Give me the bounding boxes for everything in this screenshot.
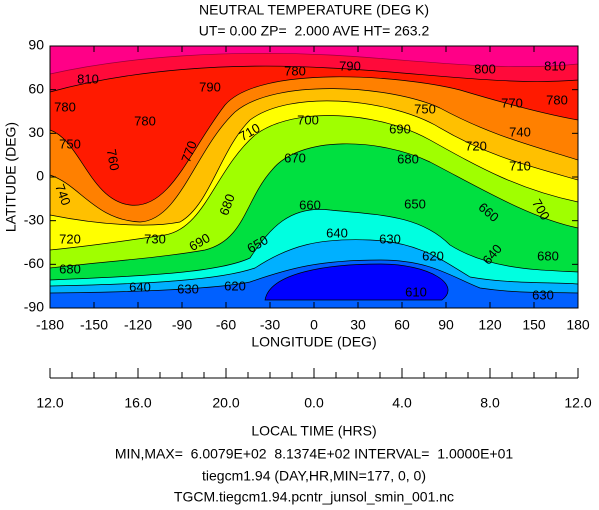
x-tick-label: -180 bbox=[36, 317, 64, 333]
contour-label: 620 bbox=[422, 248, 444, 263]
chart-subtitle: UT= 0.00 ZP= 2.000 AVE HT= 263.2 bbox=[199, 23, 430, 39]
contour-label: 630 bbox=[532, 287, 554, 302]
contour-label: 670 bbox=[284, 150, 306, 165]
local-time-label: LOCAL TIME (HRS) bbox=[251, 423, 376, 439]
x-tick-label: 30 bbox=[350, 317, 366, 333]
local-time-tick-label: 12.0 bbox=[36, 395, 63, 411]
contour-label: 610 bbox=[405, 284, 427, 299]
contour-label: 810 bbox=[544, 58, 566, 73]
contour-label: 710 bbox=[509, 158, 531, 173]
y-axis-label: LATITUDE (DEG) bbox=[3, 122, 19, 232]
contour-label: 700 bbox=[297, 112, 319, 127]
footer-line: TGCM.tiegcm1.94.pcntr_junsol_smin_001.nc bbox=[174, 489, 454, 505]
chart-title: NEUTRAL TEMPERATURE (DEG K) bbox=[199, 2, 429, 18]
contour-label: 810 bbox=[77, 71, 99, 86]
contour-label: 790 bbox=[339, 58, 361, 73]
contour-label: 680 bbox=[59, 261, 81, 276]
contour-label: 720 bbox=[59, 231, 81, 246]
contour-label: 750 bbox=[59, 136, 81, 151]
contour-label: 800 bbox=[474, 61, 496, 76]
contour-label: 780 bbox=[546, 92, 568, 107]
footer-line: MIN,MAX= 6.0079E+02 8.1374E+02 INTERVAL=… bbox=[115, 446, 514, 462]
x-tick-label: -30 bbox=[260, 317, 280, 333]
contour-label: 780 bbox=[284, 63, 306, 78]
contour-label: 680 bbox=[537, 248, 559, 263]
x-tick-label: -60 bbox=[216, 317, 236, 333]
contour-label: 730 bbox=[144, 231, 166, 246]
contour-label: 660 bbox=[299, 197, 321, 212]
x-tick-label: 90 bbox=[438, 317, 454, 333]
x-tick-label: 60 bbox=[394, 317, 410, 333]
x-tick-label: -120 bbox=[124, 317, 152, 333]
contour-label: 720 bbox=[465, 138, 487, 153]
x-tick-label: -150 bbox=[80, 317, 108, 333]
contour-label: 650 bbox=[404, 196, 426, 211]
contour-label: 780 bbox=[54, 99, 76, 114]
local-time-tick-label: 20.0 bbox=[212, 395, 239, 411]
contour-label: 680 bbox=[397, 151, 419, 166]
region bbox=[49, 45, 579, 93]
y-tick-label: 30 bbox=[28, 124, 44, 140]
contour-fill bbox=[49, 45, 579, 309]
contour-label: 690 bbox=[389, 121, 411, 136]
contour-label: 760 bbox=[104, 148, 123, 172]
contour-label: 780 bbox=[134, 113, 156, 128]
x-tick-label: 120 bbox=[478, 317, 502, 333]
contour-label: 790 bbox=[199, 79, 221, 94]
contour-label: 740 bbox=[52, 182, 74, 208]
contour-label: 620 bbox=[224, 278, 246, 293]
contour-label: 750 bbox=[414, 101, 436, 116]
x-tick-label: 180 bbox=[566, 317, 590, 333]
x-tick-label: 150 bbox=[522, 317, 546, 333]
contour-label: 680 bbox=[216, 192, 238, 218]
y-tick-label: -30 bbox=[24, 211, 44, 227]
local-time-tick-label: 16.0 bbox=[124, 395, 151, 411]
y-tick-label: 90 bbox=[28, 37, 44, 53]
contour-label: 770 bbox=[178, 139, 200, 165]
y-tick-label: 60 bbox=[28, 80, 44, 96]
local-time-tick-label: 0.0 bbox=[304, 395, 324, 411]
contour-label: 740 bbox=[509, 124, 531, 139]
x-axis-label: LONGITUDE (DEG) bbox=[251, 334, 376, 350]
local-time-tick-label: 4.0 bbox=[392, 395, 412, 411]
x-tick-label: -90 bbox=[172, 317, 192, 333]
x-tick-label: 0 bbox=[310, 317, 318, 333]
y-tick-label: -60 bbox=[24, 255, 44, 271]
footer-line: tiegcm1.94 (DAY,HR,MIN=177, 0, 0) bbox=[202, 468, 426, 484]
local-time-tick-label: 8.0 bbox=[480, 395, 500, 411]
contour-label: 770 bbox=[501, 95, 523, 110]
local-time-tick-label: 12.0 bbox=[564, 395, 591, 411]
y-tick-label: 0 bbox=[36, 168, 44, 184]
contour-label: 640 bbox=[326, 225, 348, 240]
contour-label: 640 bbox=[129, 279, 151, 294]
y-tick-label: -90 bbox=[24, 299, 44, 315]
region bbox=[264, 263, 449, 301]
contour-label: 630 bbox=[177, 281, 199, 296]
contour-label: 630 bbox=[379, 231, 401, 246]
